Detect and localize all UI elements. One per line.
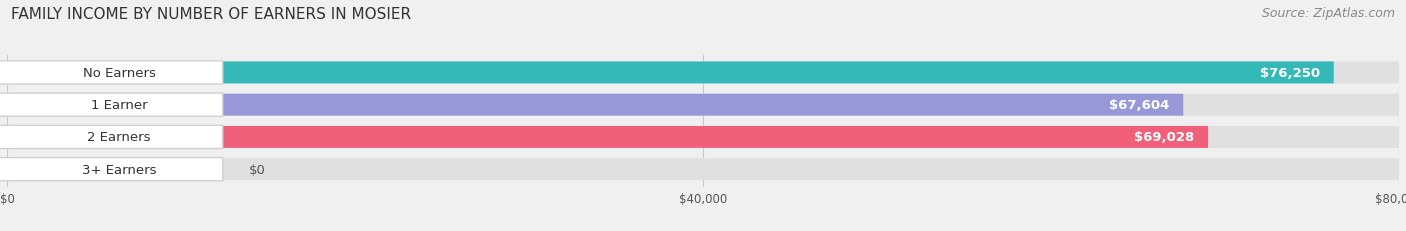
FancyBboxPatch shape [0,126,222,149]
FancyBboxPatch shape [7,126,1399,148]
Text: 1 Earner: 1 Earner [91,99,148,112]
Text: $67,604: $67,604 [1109,99,1170,112]
Text: 3+ Earners: 3+ Earners [82,163,156,176]
FancyBboxPatch shape [0,94,222,117]
FancyBboxPatch shape [0,61,222,85]
Text: 2 Earners: 2 Earners [87,131,150,144]
Text: $76,250: $76,250 [1260,67,1320,79]
FancyBboxPatch shape [7,94,1184,116]
Text: $0: $0 [249,163,266,176]
FancyBboxPatch shape [7,94,1399,116]
FancyBboxPatch shape [7,62,1334,84]
FancyBboxPatch shape [7,126,1208,148]
FancyBboxPatch shape [7,158,1399,180]
FancyBboxPatch shape [0,158,222,181]
Text: $69,028: $69,028 [1133,131,1194,144]
Text: FAMILY INCOME BY NUMBER OF EARNERS IN MOSIER: FAMILY INCOME BY NUMBER OF EARNERS IN MO… [11,7,412,22]
FancyBboxPatch shape [7,62,1399,84]
Text: Source: ZipAtlas.com: Source: ZipAtlas.com [1261,7,1395,20]
Text: No Earners: No Earners [83,67,156,79]
